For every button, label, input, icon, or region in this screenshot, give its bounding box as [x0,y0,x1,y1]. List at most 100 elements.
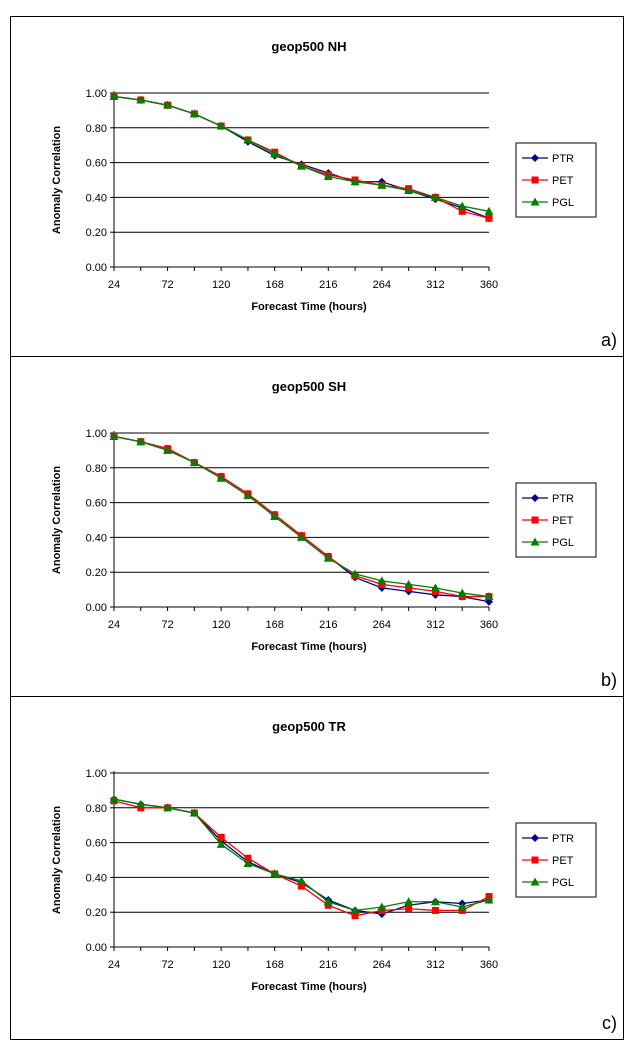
y-tick-label: 0.00 [86,942,107,954]
data-point-pgl [189,109,199,118]
legend-marker-pet [531,516,539,524]
panel-tag: a) [601,330,617,350]
y-tick-label: 0.00 [86,262,107,274]
chart-panel-c: geop500 TR 0.00 0.20 0.40 0.60 0.80 1.00 24 72 12… [10,696,624,1040]
y-tick-label: 1.00 [86,768,107,780]
legend-marker-ptr [531,834,539,842]
chart-title: geop500 SH [272,379,346,394]
x-tick-label: 264 [373,279,391,291]
chart-panel-b: geop500 SH 0.00 0.20 0.40 0.60 0.80 1.00 24 72 12… [10,356,624,697]
data-point-pet [405,905,413,913]
x-tick-label: 264 [373,619,391,631]
data-point-pgl [109,91,119,100]
data-point-pgl [109,794,119,803]
data-point-pet [485,214,493,222]
series-line-pet [113,800,490,917]
data-point-pgl [404,579,414,588]
data-point-pgl [189,458,199,467]
data-point-pgl [377,180,387,189]
data-point-pgl [189,808,199,817]
x-axis-label: Forecast Time (hours) [251,641,367,653]
y-axis-label: Anomaly Correlation [51,806,63,914]
legend-label-pgl: PGL [552,877,574,889]
y-tick-label: 0.60 [86,158,107,170]
x-tick-label: 168 [266,959,284,971]
series-line-pgl [113,798,490,912]
series-line-ptr [113,435,490,603]
data-point-pgl [163,100,173,109]
data-point-pet [244,854,252,862]
data-point-pgl [457,201,467,210]
y-axis-label: Anomaly Correlation [51,126,63,234]
data-point-pgl [404,185,414,194]
y-tick-label: 0.40 [86,192,107,204]
legend-label-ptr: PTR [552,153,574,165]
y-tick-label: 1.00 [86,428,107,440]
legend-marker-pgl [530,537,540,546]
data-point-pgl [377,576,387,585]
y-tick-label: 0.20 [86,227,107,239]
data-point-pgl [350,905,360,914]
data-point-pgl [297,876,306,885]
x-tick-label: 72 [161,279,173,291]
y-tick-label: 0.40 [86,532,107,544]
x-tick-label: 72 [161,619,173,631]
data-point-pgl [430,897,440,906]
x-tick-label: 168 [266,619,284,631]
data-point-pgl [216,121,226,130]
panel-tag: c) [602,1013,617,1033]
data-point-pet [431,906,439,914]
legend-marker-pgl [530,197,540,206]
chart-svg-c: geop500 TR 0.00 0.20 0.40 0.60 0.80 1.00 24 72 12… [51,719,617,1033]
data-point-pgl [243,491,253,500]
legend-marker-ptr [531,494,539,502]
legend-label-ptr: PTR [552,833,574,845]
y-tick-label: 0.60 [86,838,107,850]
y-tick-label: 0.00 [86,602,107,614]
data-point-pet [298,882,305,890]
chart-svg-a: geop500 NH 0.00 0.20 0.40 0.60 0.80 1.00 24 72 12… [51,39,617,350]
data-point-pgl [457,902,467,911]
data-point-pgl [430,192,440,201]
legend-label-ptr: PTR [552,493,574,505]
data-point-pet [458,207,466,215]
data-point-pgl [163,445,173,454]
data-point-pgl [323,172,333,181]
legend-marker-pet [531,176,539,184]
x-tick-label: 360 [480,279,498,291]
data-point-pgl [297,532,306,541]
x-tick-label: 216 [319,619,337,631]
x-tick-label: 168 [266,279,284,291]
data-point-pgl [350,177,360,186]
chart-title: geop500 TR [272,719,346,734]
data-point-pgl [457,588,467,597]
data-point-pgl [216,473,226,482]
data-point-pgl [136,799,146,808]
legend-label-pet: PET [552,175,574,187]
x-tick-label: 216 [319,959,337,971]
legend-label-pgl: PGL [552,197,574,209]
y-tick-label: 0.20 [86,907,107,919]
legend-label-pgl: PGL [552,537,574,549]
x-axis-label: Forecast Time (hours) [251,981,367,993]
data-point-pgl [270,512,280,521]
legend-label-pet: PET [552,855,574,867]
data-point-pgl [323,897,333,906]
x-tick-label: 24 [108,279,120,291]
series-line-ptr [113,798,490,915]
y-tick-label: 0.80 [86,463,107,475]
data-point-pgl [297,161,306,170]
data-point-pgl [484,895,494,904]
data-point-pgl [243,858,253,867]
data-point-pgl [350,569,360,578]
data-point-pgl [484,592,494,601]
data-point-pgl [136,437,146,446]
data-point-pgl [484,206,494,215]
x-tick-label: 120 [212,619,230,631]
chart-title: geop500 NH [271,39,346,54]
chart-svg-b: geop500 SH 0.00 0.20 0.40 0.60 0.80 1.00 24 72 12… [51,379,617,690]
data-point-pgl [216,839,226,848]
data-point-pet [217,833,225,841]
x-tick-label: 24 [108,959,120,971]
y-axis-label: Anomaly Correlation [51,466,63,574]
